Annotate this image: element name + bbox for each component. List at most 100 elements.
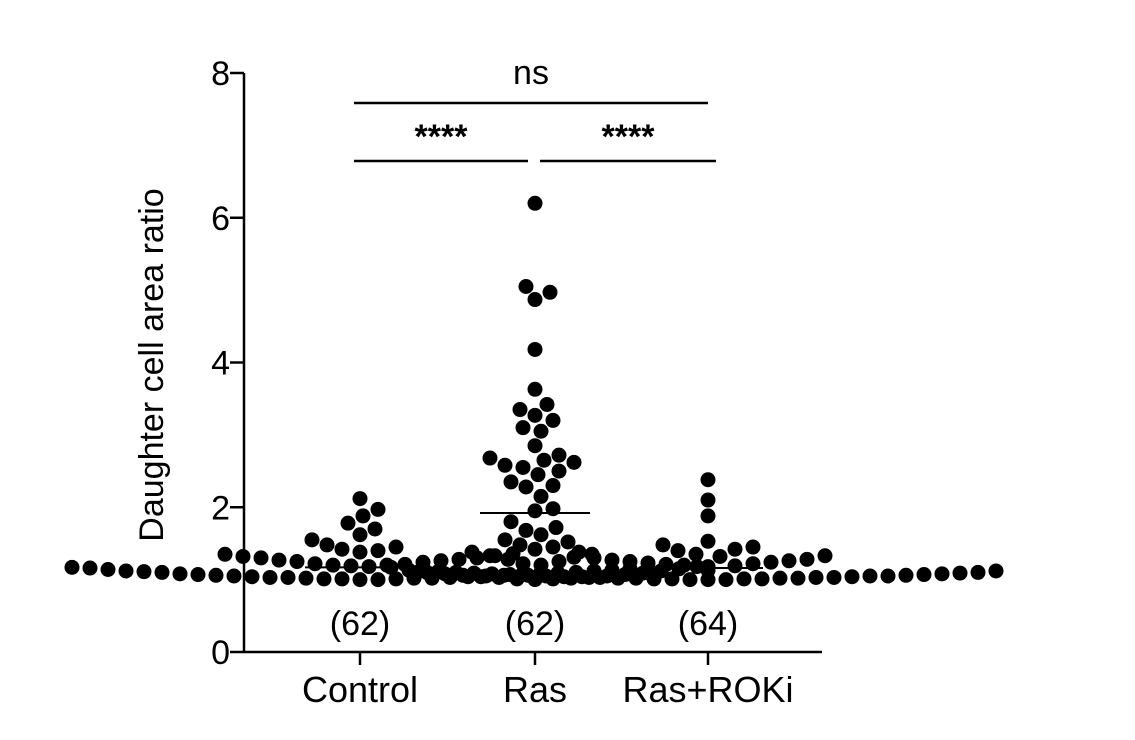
- data-point: [898, 567, 914, 583]
- data-point: [430, 564, 446, 580]
- data-point: [190, 567, 206, 583]
- data-point: [551, 447, 567, 463]
- data-point: [464, 544, 480, 560]
- data-point: [527, 407, 543, 423]
- y-tick-label: 0: [211, 634, 230, 672]
- sample-size-label: (62): [330, 605, 390, 643]
- median-lines: [305, 512, 763, 570]
- data-point: [862, 568, 878, 584]
- data-point: [512, 402, 528, 418]
- data-point: [367, 521, 383, 537]
- data-point: [334, 541, 350, 557]
- data-point: [370, 501, 386, 517]
- data-point: [412, 563, 428, 579]
- data-point: [316, 571, 332, 587]
- data-point: [655, 537, 671, 553]
- data-point: [533, 488, 549, 504]
- data-point: [799, 551, 815, 567]
- data-point: [574, 569, 590, 585]
- data-point: [527, 195, 543, 211]
- y-tick-label: 4: [211, 345, 230, 383]
- data-point: [571, 544, 587, 560]
- data-point: [527, 381, 543, 397]
- data-point: [712, 548, 728, 564]
- x-tick-label: Ras+ROKi: [622, 669, 793, 710]
- data-point: [172, 566, 188, 582]
- y-tick-label: 6: [211, 200, 230, 238]
- data-point: [253, 550, 269, 566]
- data-point: [343, 558, 359, 574]
- data-points: [64, 195, 1004, 588]
- data-point: [880, 568, 896, 584]
- data-point: [280, 569, 296, 585]
- data-point: [566, 454, 582, 470]
- data-point: [988, 563, 1004, 579]
- data-point: [497, 532, 513, 548]
- data-point: [352, 491, 368, 507]
- data-point: [136, 564, 152, 580]
- data-point: [352, 544, 368, 560]
- data-point: [262, 569, 278, 585]
- data-point: [551, 554, 567, 570]
- data-point: [772, 570, 788, 586]
- data-point: [538, 568, 554, 584]
- data-point: [700, 472, 716, 488]
- data-point: [952, 565, 968, 581]
- data-point: [790, 570, 806, 586]
- data-point: [502, 567, 518, 583]
- data-point: [82, 560, 98, 576]
- data-point: [727, 541, 743, 557]
- data-point: [64, 559, 80, 575]
- data-point: [451, 551, 467, 567]
- data-point: [388, 539, 404, 555]
- data-point: [754, 571, 770, 587]
- data-point: [916, 567, 932, 583]
- data-point: [781, 553, 797, 569]
- data-point: [682, 572, 698, 588]
- data-point: [497, 457, 513, 473]
- significance-label: ****: [602, 118, 656, 156]
- x-ticks: Control Ras Ras+ROKi: [302, 652, 794, 710]
- y-tick-label: 2: [211, 489, 230, 527]
- data-point: [670, 543, 686, 559]
- data-point: [448, 564, 464, 580]
- data-point: [466, 565, 482, 581]
- data-point: [325, 557, 341, 573]
- data-point: [217, 546, 233, 562]
- data-point: [515, 420, 531, 436]
- data-point: [548, 520, 564, 536]
- significance-brackets: ns **** ****: [354, 54, 716, 163]
- data-point: [484, 566, 500, 582]
- data-point: [208, 567, 224, 583]
- x-tick-label: Ras: [503, 669, 567, 710]
- data-point: [688, 546, 704, 562]
- data-point: [676, 557, 692, 573]
- data-point: [700, 492, 716, 508]
- data-point: [646, 571, 662, 587]
- data-point: [586, 550, 602, 566]
- x-tick-label: Control: [302, 669, 418, 710]
- data-point: [533, 423, 549, 439]
- data-point: [545, 539, 561, 555]
- data-point: [610, 570, 626, 586]
- data-point: [530, 467, 546, 483]
- data-point: [482, 548, 498, 564]
- data-point: [298, 570, 314, 586]
- data-point: [503, 514, 519, 530]
- data-point: [100, 561, 116, 577]
- data-point: [604, 552, 620, 568]
- data-point: [545, 478, 561, 494]
- data-point: [527, 541, 543, 557]
- data-point: [118, 563, 134, 579]
- sample-size-label: (64): [678, 605, 738, 643]
- data-point: [515, 556, 531, 572]
- data-point: [817, 548, 833, 564]
- data-point: [520, 567, 536, 583]
- data-point: [515, 459, 531, 475]
- data-point: [718, 572, 734, 588]
- data-point: [745, 539, 761, 555]
- data-point: [700, 533, 716, 549]
- data-point: [539, 396, 555, 412]
- data-point: [536, 452, 552, 468]
